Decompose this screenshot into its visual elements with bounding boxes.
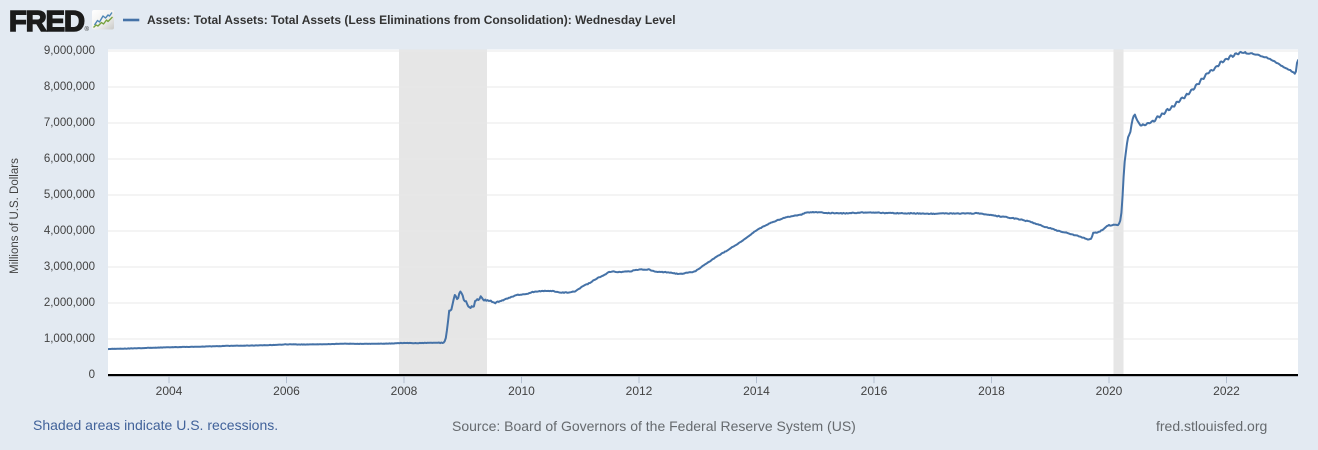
svg-text:®: ®	[85, 26, 90, 33]
svg-text:FRED: FRED	[9, 6, 84, 38]
svg-text:Millions of U.S. Dollars: Millions of U.S. Dollars	[9, 158, 21, 274]
svg-text:Assets: Total Assets: Total As: Assets: Total Assets: Total Assets (Less…	[147, 13, 676, 27]
